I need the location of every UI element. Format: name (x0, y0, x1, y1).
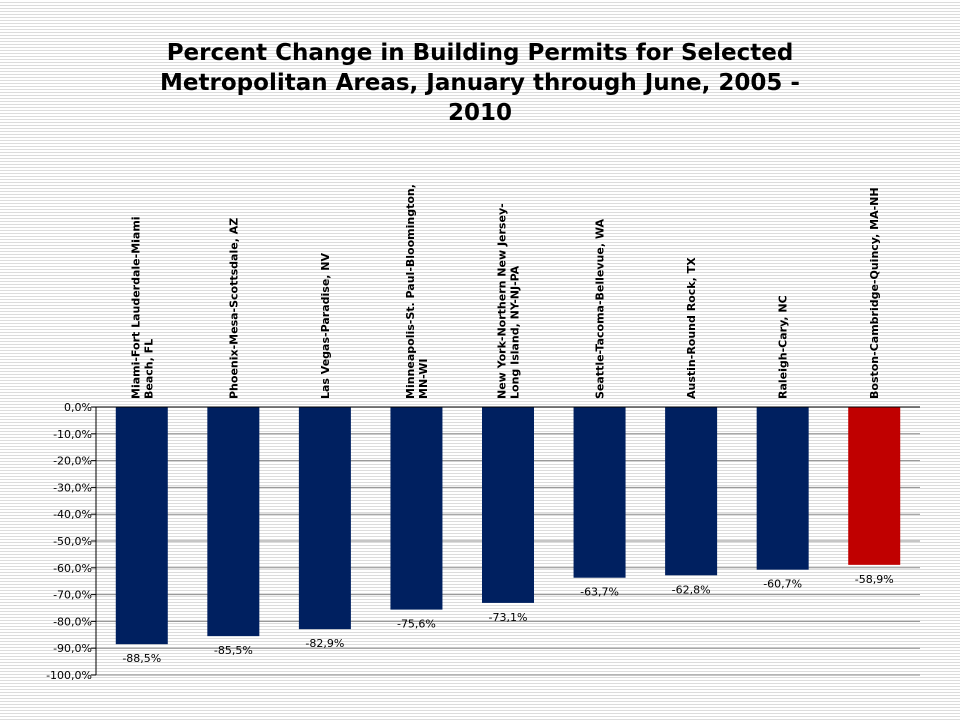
data-label: -88,5% (122, 652, 161, 665)
chart-title: Percent Change in Building Permits for S… (160, 40, 800, 126)
data-label: -85,5% (214, 644, 253, 657)
data-label: -62,8% (672, 583, 711, 596)
y-tick-label: -40,0% (53, 508, 92, 521)
bar (848, 407, 901, 565)
y-tick-label: -60,0% (53, 562, 92, 575)
y-tick-label: -100,0% (46, 669, 92, 682)
bar (756, 407, 809, 570)
bar (390, 407, 443, 610)
category-label: Phoenix-Mesa-Scottsdale, AZ (227, 218, 240, 399)
category-label: Boston-Cambridge-Quincy, MA-NH (868, 187, 881, 399)
bar (482, 407, 534, 603)
labels: -88,5% Miami-Fort Lauderdale-MiamiBeach, … (122, 184, 893, 665)
data-label: -63,7% (580, 586, 619, 599)
category-label: Raleigh-Cary, NC (777, 295, 790, 399)
category-label: Las Vegas-Paradise, NV (319, 253, 332, 399)
category-label: Minneapolis-St. Paul-Bloomington,MN-WI (404, 184, 430, 399)
data-label: -82,9% (305, 637, 344, 650)
y-axis: 0,0% -10,0% -20,0% -30,0% -40,0% -50,0% -60,0%… (46, 401, 920, 682)
category-label: Miami-Fort Lauderdale-MiamiBeach, FL (129, 216, 155, 399)
data-label: -73,1% (489, 611, 528, 624)
y-tick-label: -50,0% (53, 535, 92, 548)
y-tick-label: -20,0% (53, 455, 92, 468)
category-label: Seattle-Tacoma-Bellevue, WA (594, 219, 607, 399)
data-label: -60,7% (763, 578, 802, 591)
y-tick-label: 0,0% (64, 401, 92, 414)
bar (207, 407, 260, 637)
bar (115, 407, 168, 645)
bar (298, 407, 351, 630)
data-label: -75,6% (397, 618, 436, 631)
y-tick-label: -30,0% (53, 481, 92, 494)
data-label: -58,9% (855, 573, 894, 586)
category-label: Austin-Round Rock, TX (685, 257, 698, 399)
y-tick-label: -90,0% (53, 642, 92, 655)
y-tick-label: -70,0% (53, 589, 92, 602)
bars (115, 407, 901, 645)
category-label: New York-Northern New Jersey-Long Island… (496, 203, 522, 399)
y-tick-label: -10,0% (53, 428, 92, 441)
bar (665, 407, 718, 576)
y-tick-label: -80,0% (53, 615, 92, 628)
bar (573, 407, 626, 578)
